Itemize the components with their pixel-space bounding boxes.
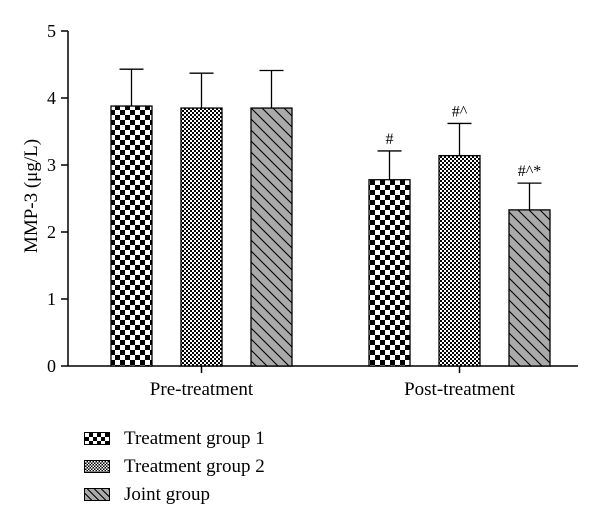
y-tick-label: 5 — [47, 21, 56, 41]
legend-item: Treatment group 1 — [84, 424, 265, 452]
x-tick-label: Pre-treatment — [150, 379, 254, 400]
legend: Treatment group 1 Treatment group 2 Joint … — [84, 424, 265, 508]
bar — [250, 107, 293, 367]
legend-label: Treatment group 1 — [124, 427, 265, 449]
axes — [67, 31, 578, 367]
y-tick-label: 1 — [47, 289, 56, 309]
significance-label: #^ — [452, 103, 468, 120]
bar — [508, 209, 551, 367]
x-ticks: Pre-treatment Post-treatment — [150, 366, 516, 400]
legend-label: Treatment group 2 — [124, 455, 265, 477]
legend-swatch — [84, 431, 110, 445]
y-axis-label: MMP-3 (μg/L) — [21, 139, 42, 253]
bar — [110, 105, 153, 367]
bar — [368, 179, 411, 367]
bars: # #^ #^* — [110, 68, 551, 367]
y-tick-label: 3 — [47, 155, 56, 175]
y-tick-label: 0 — [47, 356, 56, 376]
legend-item: Joint group — [84, 480, 265, 508]
legend-label: Joint group — [124, 483, 211, 505]
x-tick-label: Post-treatment — [404, 379, 516, 400]
bar — [438, 154, 481, 367]
significance-label: #^* — [518, 163, 542, 180]
significance-label: # — [386, 131, 394, 148]
chart: 0 1 2 3 4 5 # #^ #^* Pre-treatment Post-treatmen… — [21, 21, 578, 400]
bar — [180, 107, 223, 367]
legend-swatch — [84, 487, 110, 501]
y-tick-label: 4 — [47, 88, 56, 108]
legend-item: Treatment group 2 — [84, 452, 265, 480]
y-ticks: 0 1 2 3 4 5 — [47, 21, 68, 376]
legend-swatch — [84, 459, 110, 473]
y-tick-label: 2 — [47, 222, 56, 242]
